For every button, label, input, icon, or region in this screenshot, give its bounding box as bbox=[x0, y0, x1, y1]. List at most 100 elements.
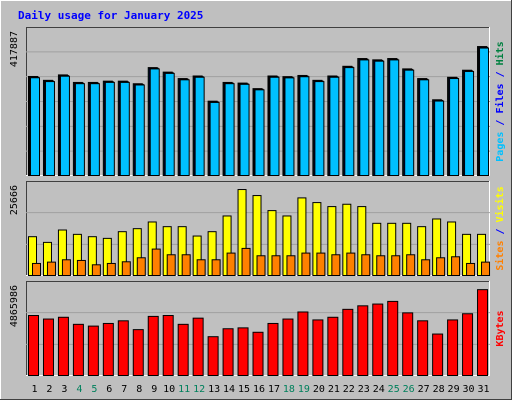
bar-pages-day-8 bbox=[134, 84, 145, 176]
bar-sites-day-31 bbox=[481, 261, 491, 276]
bar-sites-day-8 bbox=[136, 257, 146, 277]
bar-pages-day-10 bbox=[164, 72, 175, 176]
y-axis-legend-label: Sites / Visits bbox=[494, 186, 506, 270]
x-tick-label: 20 bbox=[313, 384, 325, 395]
bar-sites-day-2 bbox=[46, 261, 56, 276]
bar-kbytes-day-20 bbox=[312, 319, 324, 376]
bar-sites-day-16 bbox=[256, 255, 266, 276]
bar-sites-day-14 bbox=[226, 252, 236, 276]
bar-pages-day-29 bbox=[449, 78, 460, 176]
x-tick-label: 6 bbox=[106, 384, 112, 395]
bar-pages-day-19 bbox=[299, 76, 310, 176]
bar-kbytes-day-22 bbox=[342, 308, 354, 376]
bar-kbytes-day-17 bbox=[267, 322, 279, 376]
bar-kbytes-day-25 bbox=[387, 300, 399, 376]
bar-sites-day-11 bbox=[181, 254, 191, 277]
x-axis-day-labels: 1 2 3 4 5 6 7 8 9 10 11 12 13 14 15 16 17 18 19 20 21 22 23 24 2… bbox=[31, 384, 489, 395]
legend-part: Sites bbox=[494, 241, 506, 271]
bar-pages-day-3 bbox=[59, 75, 70, 176]
bar-sites-day-4 bbox=[76, 259, 86, 276]
bar-pages-day-12 bbox=[194, 76, 205, 176]
bar-sites-day-24 bbox=[376, 255, 386, 276]
x-tick-label: 16 bbox=[253, 384, 265, 395]
bar-pages-day-5 bbox=[89, 83, 100, 176]
bar-pages-day-25 bbox=[389, 59, 400, 176]
panel-kbytes: 4865986 KBytes bbox=[9, 281, 506, 377]
y-axis-max-label: 25666 bbox=[9, 185, 20, 215]
bar-kbytes-day-9 bbox=[147, 315, 159, 376]
bar-sites-day-28 bbox=[436, 257, 446, 277]
bar-sites-day-30 bbox=[466, 262, 476, 277]
bar-kbytes-day-14 bbox=[222, 328, 234, 376]
bar-kbytes-day-5 bbox=[87, 325, 99, 377]
bar-sites-day-19 bbox=[301, 252, 311, 276]
bar-pages-day-2 bbox=[44, 81, 55, 176]
bar-kbytes-day-8 bbox=[132, 329, 144, 377]
x-tick-label: 13 bbox=[208, 384, 220, 395]
x-tick-label: 2 bbox=[46, 384, 52, 395]
x-tick-label: 5 bbox=[91, 384, 97, 395]
x-tick-label: 4 bbox=[76, 384, 82, 395]
bar-pages-day-15 bbox=[239, 83, 250, 176]
x-tick-label: 7 bbox=[121, 384, 127, 395]
legend-part: Pages bbox=[495, 132, 506, 162]
bar-pages-day-4 bbox=[74, 83, 85, 176]
bar-kbytes-day-28 bbox=[432, 333, 444, 377]
bar-sites-day-1 bbox=[32, 262, 41, 277]
x-tick-label: 8 bbox=[136, 384, 142, 395]
x-tick-label: 10 bbox=[163, 384, 175, 395]
bar-pages-day-23 bbox=[359, 59, 370, 176]
bar-pages-day-18 bbox=[284, 77, 295, 176]
chart-title: Daily usage for January 2025 bbox=[18, 9, 203, 22]
x-tick-label: 11 bbox=[178, 384, 190, 395]
x-tick-label: 30 bbox=[463, 384, 475, 395]
bar-kbytes-day-13 bbox=[207, 336, 219, 377]
bar-kbytes-day-18 bbox=[282, 318, 294, 376]
bar-sites-day-7 bbox=[121, 261, 131, 277]
y-axis-legend-label: KBytes bbox=[495, 310, 506, 346]
bar-kbytes-day-16 bbox=[252, 331, 264, 376]
bar-sites-day-27 bbox=[421, 259, 431, 276]
bar-kbytes-day-12 bbox=[192, 317, 204, 377]
x-tick-label: 9 bbox=[151, 384, 157, 395]
bar-sites-day-9 bbox=[151, 248, 161, 276]
bar-kbytes-day-10 bbox=[162, 315, 174, 376]
x-tick-label: 12 bbox=[193, 384, 205, 395]
bar-pages-day-20 bbox=[314, 81, 325, 176]
bar-sites-day-18 bbox=[286, 255, 296, 276]
bar-pages-day-27 bbox=[419, 79, 430, 176]
legend-part: KBytes bbox=[495, 310, 506, 346]
bar-pages-day-17 bbox=[269, 76, 280, 176]
bar-sites-day-13 bbox=[211, 259, 221, 276]
bar-kbytes-day-15 bbox=[237, 327, 249, 376]
bar-pages-day-21 bbox=[329, 76, 340, 176]
legend-part: / bbox=[495, 222, 506, 240]
bar-sites-day-20 bbox=[316, 252, 326, 276]
bar-pages-day-1 bbox=[30, 77, 40, 176]
legend-part: Files bbox=[494, 83, 506, 113]
bar-kbytes-day-3 bbox=[57, 316, 69, 377]
legend-part: / bbox=[495, 65, 506, 83]
x-tick-label: 25 bbox=[388, 384, 400, 395]
bar-kbytes-day-27 bbox=[417, 320, 429, 376]
panel-hits-files-pages: 417887 Pages / Files / Hits bbox=[9, 27, 506, 177]
bar-pages-day-11 bbox=[179, 79, 190, 176]
legend-part: Hits bbox=[494, 41, 506, 65]
y-axis-max-label: 4865986 bbox=[9, 285, 20, 327]
x-tick-label: 14 bbox=[223, 384, 235, 395]
x-tick-label: 3 bbox=[61, 384, 67, 395]
bar-pages-day-30 bbox=[464, 70, 475, 176]
bar-pages-day-26 bbox=[404, 69, 415, 176]
x-tick-label: 24 bbox=[373, 384, 385, 395]
bar-kbytes-day-24 bbox=[372, 303, 384, 376]
y-axis-max-label: 417887 bbox=[9, 31, 20, 67]
bar-sites-day-29 bbox=[451, 256, 461, 276]
bar-kbytes-day-6 bbox=[102, 322, 114, 376]
x-tick-label: 17 bbox=[268, 384, 280, 395]
x-tick-label: 28 bbox=[433, 384, 445, 395]
bar-kbytes-day-29 bbox=[447, 319, 459, 376]
x-tick-label: 15 bbox=[238, 384, 250, 395]
bar-kbytes-day-30 bbox=[462, 313, 474, 377]
bar-sites-day-10 bbox=[166, 254, 176, 277]
